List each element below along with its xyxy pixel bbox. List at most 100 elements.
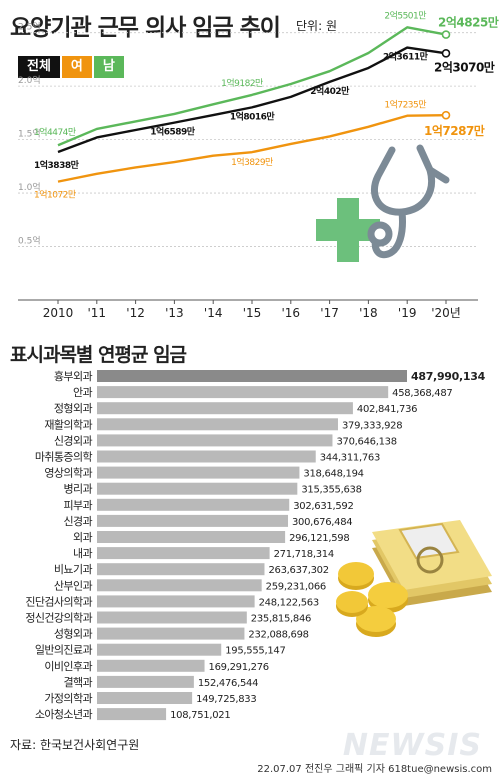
x-tick-label: '12	[126, 306, 145, 320]
credit-text: 22.07.07 전진우 그래픽 기자 618tue@newsis.com	[257, 764, 492, 775]
bar-value-label: 248,122,563	[259, 597, 319, 608]
bar-value-label: 169,291,276	[209, 662, 269, 673]
medical-cross-icon	[316, 198, 380, 262]
y-tick-label: 0.5억	[18, 235, 41, 247]
bar	[97, 370, 407, 382]
bar-value-label: 149,725,833	[196, 694, 256, 705]
bar-value-label: 458,368,487	[392, 388, 452, 399]
data-label: 1억7235만	[384, 99, 426, 111]
series-line	[57, 26, 447, 147]
bar	[97, 595, 255, 608]
bar-value-label: 152,476,544	[198, 678, 258, 689]
bar-category-label: 신경외과	[54, 434, 93, 447]
data-label: 2억5501만	[384, 9, 426, 21]
bar-value-label: 370,646,138	[336, 436, 396, 447]
line-chart-x-axis: 2010 '11 '12 '13 '14 '15 '16 '17 '18 '19 '20년	[18, 299, 478, 320]
bar-category-label: 재활의학과	[44, 417, 92, 431]
series-end-point	[441, 110, 451, 120]
header: 요양기관 근무 의사 임금 추이 단위: 원	[0, 0, 500, 48]
x-tick-label: '20년	[431, 306, 461, 320]
series-end-point	[441, 30, 451, 39]
data-label: 1억1072만	[34, 189, 76, 201]
x-tick-label: '11	[88, 306, 107, 320]
bar-category-label: 결핵과	[63, 676, 92, 689]
bar-category-label: 비뇨기과	[54, 563, 93, 576]
legend-female: 여	[61, 56, 92, 78]
series-line	[57, 46, 447, 154]
bar	[97, 466, 300, 479]
x-tick-label: '18	[359, 306, 378, 320]
bar	[97, 708, 167, 721]
bar-category-label: 성형외과	[54, 628, 93, 641]
bar	[97, 482, 298, 495]
bar-category-label: 안과	[73, 386, 93, 399]
bar-category-label: 흉부외과	[54, 369, 93, 383]
data-label: 2억3611만	[383, 51, 429, 63]
bar-value-label: 315,355,638	[301, 485, 361, 496]
x-tick-label: 2010	[43, 306, 74, 320]
bar-category-label: 진단검사의학과	[25, 595, 92, 608]
line-annotations: 1억4474만 1억9182만 2억5501만 2억4825만 1억3838만 1억658…	[34, 9, 499, 200]
watermark: NEWSIS	[342, 728, 482, 763]
legend-total: 전체	[18, 56, 60, 78]
bar	[97, 611, 247, 624]
bar-category-label: 정형외과	[54, 402, 93, 415]
bar-value-label: 235,815,846	[251, 614, 311, 625]
data-label: 1억7287만	[424, 123, 485, 138]
bar-chart-title: 표시과목별 연평균 임금	[10, 344, 187, 366]
x-tick-label: '15	[243, 306, 262, 320]
bar	[97, 386, 389, 399]
bar-category-label: 이비인후과	[44, 660, 92, 673]
bar	[97, 579, 262, 592]
source-text: 자료: 한국보건사회연구원	[10, 738, 140, 752]
bar	[97, 675, 194, 688]
bar-category-label: 신경과	[63, 515, 92, 528]
data-label: 1억3838만	[34, 159, 80, 171]
bar	[97, 563, 265, 576]
bar-category-label: 산부인과	[54, 579, 93, 592]
bar-category-label: 피부과	[63, 499, 92, 512]
bar-series: 흉부외과 487,990,134 안과 458,368,487 정형외과 402,841,…	[25, 369, 486, 721]
page-title: 요양기관 근무 의사 임금 추이	[10, 15, 281, 41]
bar	[97, 643, 222, 656]
bar-category-label: 외과	[73, 531, 93, 544]
data-label: 1억8016만	[230, 110, 276, 122]
bar-value-label: 232,088,698	[248, 630, 308, 641]
data-label: 1억6589만	[150, 126, 196, 138]
legend-male: 남	[93, 56, 124, 78]
bar-category-label: 내과	[73, 547, 93, 560]
x-tick-label: '13	[165, 306, 184, 320]
bar	[97, 418, 338, 431]
data-label: 1억9182만	[221, 77, 263, 89]
bar-value-label: 302,631,592	[293, 501, 353, 512]
bar-category-label: 정신건강의학과	[25, 612, 92, 625]
bar-category-label: 소아청소년과	[35, 708, 93, 721]
data-label: 2억402만	[310, 85, 350, 97]
bar-value-label: 271,718,314	[274, 549, 334, 560]
line-chart-grid: 0.5억 1.0억 1.5억 2.0억 2.5억	[18, 21, 478, 247]
bar-value-label: 487,990,134	[411, 370, 486, 383]
bar-category-label: 병리과	[63, 483, 92, 496]
bar	[97, 547, 270, 560]
bar-category-label: 마취통증의학	[35, 451, 93, 464]
bar	[97, 659, 205, 672]
x-tick-label: '19	[398, 306, 417, 320]
y-tick-label: 1.0억	[18, 181, 41, 193]
bar-value-label: 263,637,302	[268, 565, 328, 576]
data-label: 2억4825만	[438, 15, 499, 30]
bar	[97, 434, 333, 447]
line-series	[57, 26, 451, 183]
unit-label: 단위: 원	[296, 19, 337, 33]
y-tick-label: 1.5억	[18, 128, 41, 140]
x-tick-label: '14	[204, 306, 223, 320]
bar	[97, 531, 286, 543]
legend: 전체 여 남	[18, 56, 126, 78]
bar-value-label: 300,676,484	[292, 517, 352, 528]
bar-value-label: 344,311,763	[320, 453, 380, 464]
data-label: 2억3070만	[434, 59, 495, 74]
line-chart: 0.5억 1.0억 1.5억 2.0억 2.5억 1억4474만 1억9182만 2억550…	[18, 9, 499, 320]
x-tick-label: '16	[282, 306, 301, 320]
bar-value-label: 108,751,021	[170, 710, 230, 721]
bar-category-label: 영상의학과	[44, 467, 92, 480]
